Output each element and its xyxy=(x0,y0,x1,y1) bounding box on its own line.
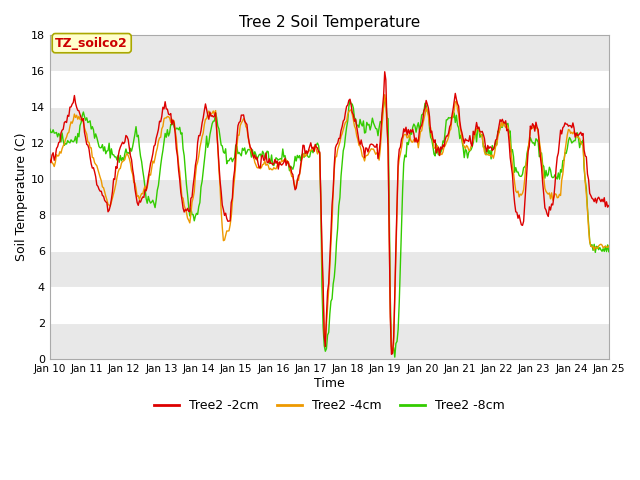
Bar xyxy=(50,179,609,215)
X-axis label: Time: Time xyxy=(314,377,344,390)
Tree2 -2cm xyxy=(315,149,323,155)
Line: Tree2 -8cm: Tree2 -8cm xyxy=(50,99,609,357)
Line: Tree2 -2cm: Tree2 -2cm xyxy=(50,72,609,354)
Tree2 -8cm xyxy=(506,128,514,134)
Tree2 -8cm xyxy=(46,126,54,132)
Tree2 -8cm xyxy=(348,101,356,107)
Tree2 -4cm xyxy=(315,148,323,154)
Tree2 -4cm xyxy=(46,156,54,162)
Tree2 -4cm xyxy=(506,140,514,146)
Tree2 -8cm xyxy=(379,109,387,115)
Tree2 -2cm xyxy=(605,203,612,208)
Tree2 -4cm xyxy=(594,245,602,251)
Bar xyxy=(50,323,609,359)
Tree2 -4cm xyxy=(348,111,356,117)
Title: Tree 2 Soil Temperature: Tree 2 Soil Temperature xyxy=(239,15,420,30)
Line: Tree2 -4cm: Tree2 -4cm xyxy=(50,95,609,353)
Tree2 -2cm xyxy=(381,69,388,74)
Tree2 -2cm xyxy=(312,142,319,147)
Text: TZ_soilco2: TZ_soilco2 xyxy=(55,36,128,49)
Tree2 -8cm xyxy=(312,143,319,148)
Tree2 -2cm xyxy=(46,157,54,163)
Tree2 -4cm xyxy=(379,117,387,123)
Tree2 -2cm xyxy=(379,106,387,111)
Bar xyxy=(50,72,609,107)
Tree2 -8cm xyxy=(605,249,612,254)
Tree2 -8cm xyxy=(382,96,390,102)
Tree2 -8cm xyxy=(315,143,323,148)
Tree2 -8cm xyxy=(594,244,602,250)
Bar xyxy=(50,215,609,251)
Bar xyxy=(50,107,609,143)
Tree2 -2cm xyxy=(594,196,602,202)
Tree2 -2cm xyxy=(506,155,514,160)
Tree2 -2cm xyxy=(348,109,356,115)
Tree2 -8cm xyxy=(391,354,399,360)
Bar xyxy=(50,287,609,323)
Bar xyxy=(50,143,609,179)
Legend: Tree2 -2cm, Tree2 -4cm, Tree2 -8cm: Tree2 -2cm, Tree2 -4cm, Tree2 -8cm xyxy=(148,395,510,418)
Y-axis label: Soil Temperature (C): Soil Temperature (C) xyxy=(15,133,28,262)
Tree2 -4cm xyxy=(388,350,396,356)
Tree2 -2cm xyxy=(388,351,396,357)
Tree2 -4cm xyxy=(381,92,388,97)
Tree2 -4cm xyxy=(605,243,612,249)
Tree2 -4cm xyxy=(312,143,319,149)
Bar xyxy=(50,36,609,72)
Bar xyxy=(50,251,609,287)
